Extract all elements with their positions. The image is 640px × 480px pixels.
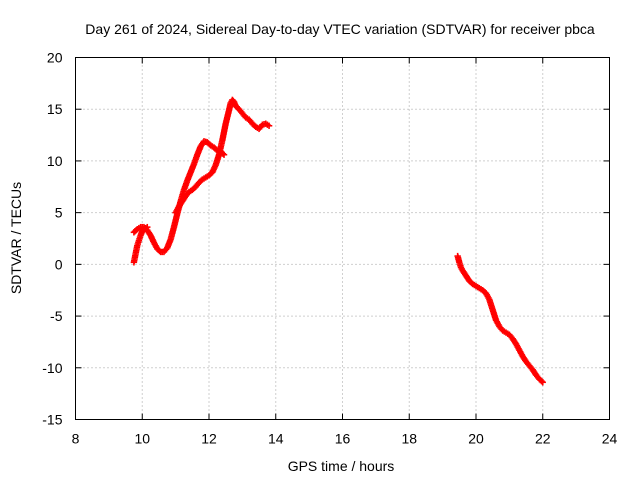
- x-tick-label: 24: [602, 431, 618, 447]
- x-tick-label: 8: [72, 431, 80, 447]
- y-axis-label: SDTVAR / TECUs: [8, 182, 24, 294]
- y-tick-label: -10: [42, 360, 62, 376]
- data-points: [130, 96, 546, 386]
- data-point: [538, 378, 545, 385]
- axis-ticks: [75, 57, 610, 420]
- x-tick-label: 20: [468, 431, 484, 447]
- x-tick-label: 12: [201, 431, 217, 447]
- x-tick-label: 14: [268, 431, 284, 447]
- x-tick-label: 22: [535, 431, 551, 447]
- y-tick-label: 15: [47, 101, 63, 117]
- x-tick-label: 10: [134, 431, 150, 447]
- x-tick-label: 16: [335, 431, 351, 447]
- tick-labels: 8 10 12 14 16 18 20 22 24 -15 -10 -5 0 5 10 15 20: [42, 50, 617, 447]
- y-tick-label: 20: [47, 50, 63, 66]
- grid-lines: [75, 57, 610, 420]
- y-tick-label: -5: [50, 308, 63, 324]
- x-tick-label: 18: [401, 431, 417, 447]
- y-tick-label: -15: [42, 412, 62, 428]
- chart-title: Day 261 of 2024, Sidereal Day-to-day VTE…: [85, 21, 595, 37]
- y-tick-label: 0: [55, 256, 63, 272]
- y-tick-label: 10: [47, 153, 63, 169]
- y-tick-label: 5: [55, 205, 63, 221]
- x-axis-label: GPS time / hours: [288, 458, 395, 474]
- data-point: [539, 379, 546, 386]
- data-point: [265, 122, 273, 129]
